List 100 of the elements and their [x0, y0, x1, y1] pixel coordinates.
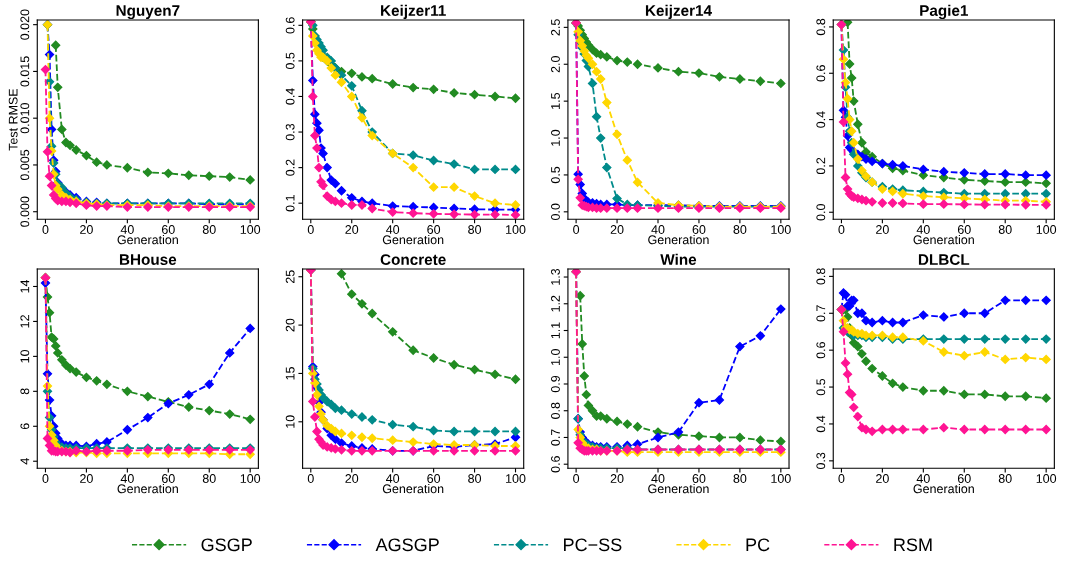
x-tick-label: 100: [771, 474, 791, 483]
chart-title: Keijzer11: [381, 4, 446, 19]
y-tick-label: 1.3: [551, 268, 560, 285]
y-tick-label: 0.8: [816, 268, 826, 285]
y-tick-label: 2.5: [551, 19, 560, 36]
chart-title: Pagie1: [920, 4, 968, 20]
x-tick-label: 60: [427, 474, 441, 483]
y-tick-label: 0.4: [816, 111, 826, 128]
x-tick-label: 60: [957, 225, 971, 234]
y-tick-label: 20: [285, 318, 295, 332]
y-tick-label: 0.7: [816, 305, 826, 322]
legend-label: RSM: [894, 538, 932, 552]
y-tick-label: 0.015: [20, 56, 30, 87]
x-tick-label: 20: [876, 474, 889, 483]
x-tick-label: 20: [80, 225, 93, 234]
y-tick-label: 0.2: [816, 157, 826, 175]
y-tick-label: 0.020: [20, 9, 30, 40]
x-tick-label: 0: [307, 474, 314, 483]
x-tick-label: 100: [1036, 474, 1057, 483]
y-tick-label: 14: [20, 279, 30, 293]
x-tick-label: 0: [42, 474, 49, 483]
y-tick-label: 0.3: [816, 452, 826, 470]
y-tick-label: 0.4: [285, 88, 295, 105]
x-tick-label: 20: [80, 474, 93, 483]
y-tick-label: 0.6: [816, 342, 826, 359]
y-tick-label: 8: [20, 388, 30, 395]
y-tick-label: 10: [285, 415, 295, 428]
x-tick-label: 60: [161, 474, 175, 483]
y-tick-label: 0.8: [816, 18, 826, 36]
x-tick-label: 60: [427, 225, 441, 234]
x-tick-label: 40: [916, 474, 930, 483]
chart-title: Wine: [660, 253, 697, 265]
y-tick-label: 0.8: [551, 402, 560, 419]
x-tick-label: 100: [771, 225, 791, 234]
x-tick-label: 20: [610, 474, 624, 483]
chart-title: Concrete: [380, 254, 446, 265]
x-tick-label: 40: [120, 225, 134, 234]
x-tick-label: 0: [838, 474, 845, 483]
chart-title: DLBCL: [918, 254, 970, 265]
y-tick-label: 0.5: [285, 52, 295, 70]
x-tick-label: 40: [651, 474, 665, 483]
y-tick-label: 0.6: [285, 17, 295, 34]
y-tick-label: 1.0: [551, 129, 560, 146]
y-tick-label: 0.3: [285, 123, 295, 141]
y-tick-label: 12: [20, 315, 30, 328]
y-tick-label: 2.0: [551, 56, 560, 73]
x-tick-label: 40: [386, 474, 400, 483]
x-tick-label: 60: [692, 225, 706, 234]
x-tick-label: 80: [202, 474, 216, 483]
x-tick-label: 0: [307, 225, 314, 234]
x-tick-label: 80: [998, 474, 1012, 483]
x-tick-label: 20: [610, 225, 624, 234]
y-tick-label: 1.1: [551, 322, 560, 339]
y-tick-label: 0.0: [551, 203, 560, 221]
x-tick-label: 100: [506, 225, 526, 234]
y-tick-label: 25: [285, 270, 295, 284]
y-tick-label: 15: [285, 367, 295, 380]
x-tick-label: 100: [1036, 225, 1057, 234]
legend-label: AGSGP: [375, 538, 439, 552]
legend-label: PC−SS: [564, 538, 622, 552]
x-axis-title: Generation: [382, 484, 444, 494]
x-tick-label: 80: [468, 225, 482, 234]
x-axis-title: Generation: [913, 484, 974, 494]
y-tick-label: 0.010: [20, 103, 30, 134]
x-tick-label: 40: [386, 225, 400, 234]
y-tick-label: 0.005: [20, 149, 30, 181]
x-axis-title: Generation: [382, 235, 444, 245]
x-tick-label: 100: [240, 474, 261, 483]
x-axis-title: Generation: [648, 235, 709, 245]
chart-title: BHouse: [119, 254, 177, 265]
y-tick-label: 6: [20, 423, 30, 430]
y-tick-label: 1.0: [551, 349, 560, 365]
x-tick-label: 100: [240, 225, 261, 234]
y-tick-label: 0.6: [816, 65, 826, 82]
x-tick-label: 80: [202, 225, 216, 234]
y-tick-label: 0.000: [20, 196, 30, 227]
y-tick-label: 10: [20, 349, 30, 363]
y-tick-label: 0.1: [285, 195, 295, 212]
x-tick-label: 100: [506, 474, 526, 483]
x-axis-title: Generation: [117, 235, 178, 245]
x-tick-label: 0: [573, 474, 580, 483]
y-tick-label: 1.2: [551, 295, 560, 312]
x-tick-label: 40: [651, 225, 665, 234]
y-tick-label: 0.5: [816, 378, 826, 396]
x-tick-label: 60: [957, 474, 971, 483]
x-tick-label: 20: [345, 225, 359, 234]
legend-label: PC: [746, 538, 770, 552]
chart-title: Nguyen7: [116, 5, 180, 20]
x-tick-label: 40: [916, 225, 930, 234]
x-tick-label: 80: [733, 225, 747, 234]
x-tick-label: 80: [998, 225, 1012, 234]
y-tick-label: 0.2: [285, 159, 295, 176]
y-tick-label: 0.0: [816, 204, 826, 221]
x-tick-label: 60: [161, 225, 175, 234]
y-axis-title: Test RMSE: [8, 88, 18, 151]
x-tick-label: 20: [345, 474, 359, 483]
y-tick-label: 0.7: [551, 429, 560, 446]
y-tick-label: 1.5: [551, 92, 560, 109]
x-tick-label: 80: [733, 474, 747, 483]
y-tick-label: 0.5: [551, 166, 560, 184]
